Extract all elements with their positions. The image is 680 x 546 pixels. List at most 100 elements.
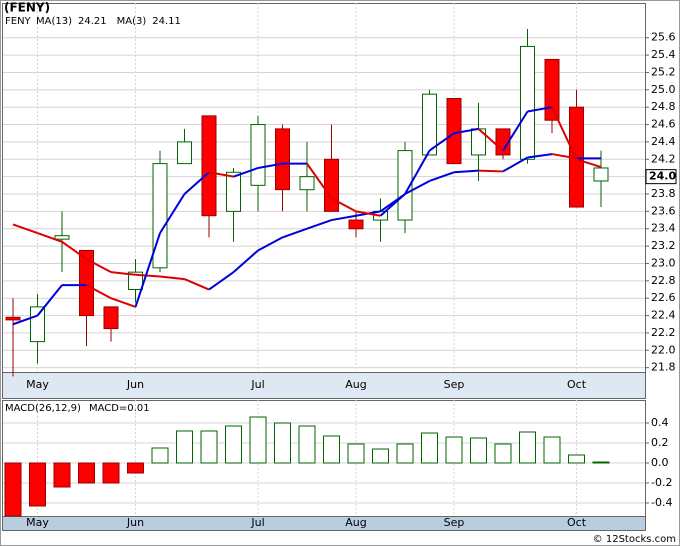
ma-segment	[257, 162, 283, 169]
x-tick-label: Jul	[250, 378, 264, 391]
macd-bar	[347, 443, 365, 464]
candle-body	[226, 171, 241, 212]
y-tick-label: 0.2	[651, 436, 669, 449]
ma-segment	[478, 169, 504, 173]
ma-segment	[208, 271, 235, 291]
macd-bar	[78, 462, 95, 484]
ma-segment	[428, 132, 455, 152]
ma-segment	[331, 197, 357, 213]
ma-segment	[551, 153, 577, 160]
y-tick-label: -0.2	[651, 476, 672, 489]
last-price-box	[645, 169, 677, 185]
macd-bar	[127, 462, 144, 474]
x-tick-label: Oct	[567, 516, 587, 529]
legend-value: MACD=0.01	[89, 403, 150, 414]
legend-name: MACD(26,12,9)	[5, 403, 81, 414]
y-tick-label: 22.0	[651, 343, 676, 356]
macd-bar	[4, 462, 22, 517]
candle-body	[422, 93, 437, 156]
macd-bar	[225, 425, 242, 464]
ma-segment	[404, 180, 430, 195]
y-tick-label: 23.6	[651, 204, 676, 217]
legend-name: MA(3)	[117, 16, 147, 27]
ma-segment	[551, 106, 578, 160]
candle-body	[79, 249, 94, 317]
y-tick-label: 25.0	[651, 83, 676, 96]
macd-bar	[396, 443, 414, 464]
y-tick-label: -0.4	[651, 496, 672, 509]
macd-bar	[249, 416, 267, 464]
last-price-label: 24.0	[649, 170, 676, 183]
macd-panel	[2, 400, 646, 531]
x-tick-label: Aug	[345, 516, 366, 529]
macd-bar	[298, 425, 316, 464]
macd-bar	[494, 443, 512, 464]
ma-segment	[86, 284, 112, 300]
ma-segment	[184, 278, 210, 291]
ma-segment	[502, 156, 528, 173]
y-tick-label: 23.2	[651, 239, 676, 252]
ma-segment	[110, 271, 136, 276]
candle-body	[103, 306, 119, 330]
candle-body	[520, 45, 535, 160]
y-tick-label: 24.4	[651, 135, 676, 148]
ma-segment	[159, 193, 186, 234]
ma-segment	[37, 232, 63, 243]
y-tick-label: 24.2	[651, 152, 676, 165]
ma-segment	[233, 167, 259, 178]
macd-bar	[592, 461, 610, 464]
y-tick-label: 23.4	[651, 222, 676, 235]
candle-body	[201, 115, 217, 217]
symbol-label: FENY	[5, 16, 32, 27]
macd-bar	[102, 462, 120, 484]
ma-segment	[135, 273, 161, 278]
macd-bar	[200, 430, 218, 464]
y-tick-label: 22.2	[651, 326, 676, 339]
candle-body	[5, 316, 21, 321]
macd-bar	[568, 454, 585, 464]
macd-bar	[29, 462, 46, 507]
y-tick-label: 0.0	[651, 456, 669, 469]
legend-value: 24.11	[152, 16, 181, 27]
ma-segment	[12, 314, 38, 326]
legend-value: 24.21	[78, 16, 107, 27]
y-tick-label: 22.4	[651, 309, 676, 322]
candle-body	[177, 141, 192, 165]
ma-segment	[183, 171, 210, 195]
x-tick-label: Jul	[250, 516, 264, 529]
ma-segment	[453, 127, 479, 135]
macd-bar	[151, 447, 169, 464]
ma-segment	[404, 150, 431, 195]
candle-body	[30, 306, 45, 343]
ma-segment	[527, 153, 553, 159]
ma-segment	[306, 219, 332, 230]
y-tick-label: 23.8	[651, 187, 676, 200]
y-tick-label: 24.8	[651, 100, 676, 113]
ma-segment	[282, 227, 308, 239]
ma-segment	[232, 249, 259, 273]
ma-segment	[36, 284, 63, 317]
candle-body	[128, 271, 143, 291]
macd-bar	[323, 435, 340, 464]
ma-segment	[257, 236, 283, 252]
x-tick-label: Sep	[444, 378, 465, 391]
candle-body	[299, 176, 315, 191]
x-tick-label: Sep	[444, 516, 465, 529]
candle-body	[397, 150, 413, 221]
candle-body	[324, 158, 339, 212]
plot-layer: 21.8 22.0 22.2 22.4 22.6 22.8 23.0 23.2 23.4 23.6…	[3, 3, 677, 529]
ma-segment	[576, 158, 602, 169]
candle-body	[152, 163, 168, 269]
credit: © 12Stocks.com	[593, 534, 676, 545]
ma-segment	[61, 240, 88, 260]
chart-title: (FENY)	[4, 1, 50, 15]
ma-segment	[355, 210, 381, 217]
macd-bar	[53, 462, 71, 488]
ma-segment	[208, 171, 234, 178]
ma-segment	[477, 128, 504, 152]
ma-segment	[306, 163, 333, 199]
ma-segment	[527, 106, 553, 113]
ma-segment	[453, 169, 479, 174]
x-axis-strip	[2, 516, 646, 531]
